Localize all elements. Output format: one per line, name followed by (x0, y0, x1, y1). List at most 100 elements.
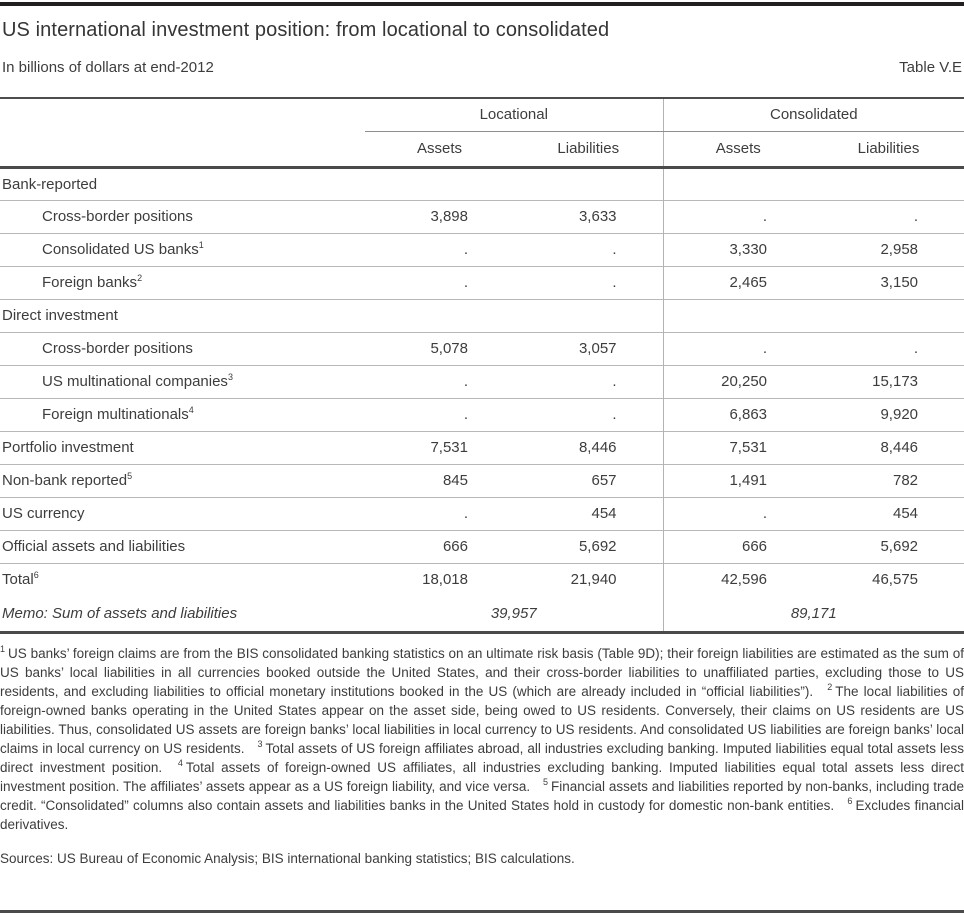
cell-loc-liabilities: 3,633 (514, 199, 664, 233)
cell-cons-assets (662, 167, 814, 200)
row-label: Total6 (0, 562, 365, 596)
table-row: Non-bank reported5 845 657 1,491 782 (0, 463, 964, 497)
memo-row: Memo: Sum of assets and liabilities 39,9… (0, 596, 964, 632)
cell-cons-liabilities (813, 298, 964, 332)
row-label: US currency (0, 496, 365, 530)
table-row: Portfolio investment 7,531 8,446 7,531 8,446 (0, 430, 964, 464)
investment-position-table: Locational Consolidated Assets Liabiliti… (0, 97, 964, 634)
row-label: Non-bank reported5 (0, 463, 365, 497)
empty-header-cell (0, 98, 365, 131)
bottom-rule (0, 910, 964, 913)
memo-label: Memo: Sum of assets and liabilities (2, 604, 238, 622)
table-row: Official assets and liabilities 666 5,692 6… (0, 529, 964, 563)
loc-assets-header: Assets (365, 131, 514, 169)
cell-cons-assets: 2,465 (662, 265, 814, 299)
table-row: US currency. 454. 454 (0, 496, 964, 530)
footnote-4: 4 Total assets of foreign-owned US affili… (0, 758, 964, 794)
table-row: Cross-border positions 5,078 3,057.. (0, 331, 964, 365)
cell-cons-liabilities: . (813, 199, 964, 233)
cell-cons-assets: 7,531 (662, 430, 814, 464)
footnote-3: 3 Total assets of US foreign affiliates a… (0, 739, 964, 775)
footnote-marker: 6 (847, 796, 853, 806)
table-header: Locational Consolidated Assets Liabiliti… (0, 98, 964, 169)
cell-loc-liabilities: 3,057 (514, 331, 664, 365)
memo-consolidated-value: 89,171 (662, 596, 964, 632)
cons-liabilities-header: Liabilities (813, 131, 964, 169)
cell-cons-assets: . (662, 199, 814, 233)
footnote-marker: 3 (257, 739, 263, 749)
cell-cons-liabilities: 3,150 (813, 265, 964, 299)
table-body: Bank-reported Cross-border positions 3,898… (0, 167, 964, 596)
consolidated-group-header: Consolidated (662, 98, 964, 132)
cell-cons-liabilities: 9,920 (813, 397, 964, 431)
table-row: Consolidated US banks1.. 3,330 2,958 (0, 232, 964, 266)
section-row: Bank-reported (0, 167, 964, 200)
cell-loc-liabilities: 454 (514, 496, 664, 530)
cell-loc-liabilities: . (514, 364, 664, 398)
cell-cons-assets: 1,491 (662, 463, 814, 497)
memo-body: Memo: Sum of assets and liabilities 39,9… (0, 596, 964, 632)
footnote-1: 1 US banks’ foreign claims are from the B… (0, 644, 964, 699)
row-label: Consolidated US banks1 (0, 232, 365, 266)
row-label: US multinational companies3 (0, 364, 365, 398)
cell-loc-assets (365, 298, 514, 332)
table-row: Foreign banks2.. 2,465 3,150 (0, 265, 964, 299)
cell-loc-assets: 7,531 (365, 430, 514, 464)
cell-cons-assets: . (662, 331, 814, 365)
table-label: Table V.E (899, 59, 962, 76)
cell-cons-liabilities: 782 (813, 463, 964, 497)
cell-cons-liabilities (813, 167, 964, 200)
row-label: Foreign multinationals4 (0, 397, 365, 431)
memo-locational-value: 39,957 (490, 604, 537, 622)
cell-loc-liabilities: 21,940 (514, 562, 664, 596)
row-label: Cross-border positions (0, 199, 365, 233)
table-row: Cross-border positions 3,898 3,633.. (0, 199, 964, 233)
cell-loc-assets: . (365, 364, 514, 398)
cell-cons-liabilities: . (813, 331, 964, 365)
row-label: Cross-border positions (0, 331, 365, 365)
row-label: Direct investment (0, 298, 365, 332)
footnote-marker: 2 (827, 682, 833, 692)
footnote-2: 2 The local liabilities of foreign-owned … (0, 682, 964, 756)
footnotes: 1 US banks’ foreign claims are from the B… (0, 644, 964, 834)
cell-cons-assets (662, 298, 814, 332)
cell-cons-liabilities: 2,958 (813, 232, 964, 266)
cell-loc-liabilities: . (514, 265, 664, 299)
cell-loc-liabilities (514, 298, 664, 332)
cell-loc-assets: 3,898 (365, 199, 514, 233)
row-label: Portfolio investment (0, 430, 365, 464)
footnote-6: 6 Excludes financial derivatives. (0, 796, 964, 832)
column-header-row: Assets Liabilities Assets Liabilities (0, 131, 964, 169)
cell-loc-assets: 18,018 (365, 562, 514, 596)
locational-group-header: Locational (365, 98, 664, 132)
sources-line: Sources: US Bureau of Economic Analysis;… (0, 850, 575, 866)
cell-cons-liabilities: 5,692 (813, 529, 964, 563)
cell-cons-assets: 666 (662, 529, 814, 563)
cell-loc-assets: 845 (365, 463, 514, 497)
cell-loc-liabilities (514, 167, 663, 200)
cell-loc-liabilities: . (514, 232, 664, 266)
cell-cons-assets: 20,250 (662, 364, 814, 398)
cell-loc-assets: . (365, 397, 514, 431)
footnote-marker: 4 (177, 758, 183, 768)
table-row: Foreign multinationals4.. 6,863 9,920 (0, 397, 964, 431)
cell-cons-assets: 42,596 (662, 562, 814, 596)
footnote-marker: 5 (543, 777, 549, 787)
table-row: US multinational companies3.. 20,250 15,17… (0, 364, 964, 398)
cell-loc-liabilities: 657 (514, 463, 664, 497)
cell-loc-liabilities: 5,692 (514, 529, 664, 563)
row-label: Bank-reported (2, 175, 98, 193)
top-rule (0, 2, 964, 6)
cell-cons-liabilities: 454 (813, 496, 964, 530)
loc-liabilities-header: Liabilities (514, 131, 664, 169)
cell-loc-liabilities: 8,446 (514, 430, 664, 464)
cell-cons-assets: 3,330 (662, 232, 814, 266)
cell-cons-liabilities: 8,446 (813, 430, 964, 464)
cell-loc-assets: . (365, 496, 514, 530)
subtitle-row: In billions of dollars at end-2012 Table… (2, 59, 962, 76)
row-label: Official assets and liabilities (0, 529, 365, 563)
table-row: Total6 18,018 21,940 42,596 46,575 (0, 562, 964, 596)
units-note: In billions of dollars at end-2012 (2, 59, 214, 76)
cell-loc-assets: . (365, 232, 514, 266)
